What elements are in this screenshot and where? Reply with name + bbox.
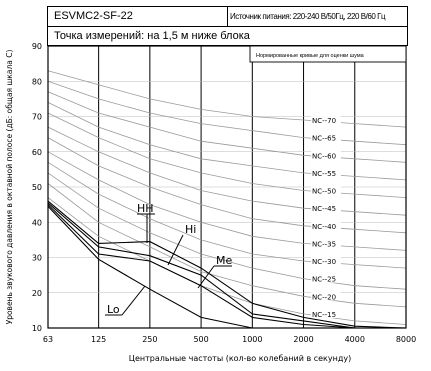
nc-label-bg	[311, 257, 341, 266]
nc-label: NC--65	[312, 135, 336, 143]
nc-labels: NC--70 NC--65 NC--60 NC--55 NC--50 NC--45 NC--…	[311, 116, 341, 319]
nc-label-bg	[311, 133, 341, 142]
nc-curve	[47, 112, 407, 198]
nc-label: NC--35	[312, 240, 336, 248]
nc-curve	[47, 126, 407, 216]
x-axis-label: Центральные частоты (кол-во колебаний в …	[129, 354, 351, 363]
measurement-point-box: Точка измерений: на 1,5 м ниже блока	[47, 26, 408, 46]
nc-label-bg	[311, 204, 341, 213]
nc-curve	[47, 161, 407, 269]
model-label: ESVMC2-SF-22	[54, 10, 133, 22]
nc-label: NC--55	[312, 170, 336, 178]
nc-curve	[47, 70, 407, 128]
nc-label: NC--50	[312, 188, 336, 196]
nc-label-bg	[311, 151, 341, 160]
nc-label-bg	[311, 221, 341, 230]
series-label-me: Me	[216, 254, 232, 267]
y-tick-label: 80	[32, 77, 42, 86]
y-tick-label: 90	[32, 42, 42, 51]
series-label-lo: Lo	[107, 303, 120, 316]
measurement-point-label: Точка измерений: на 1,5 м ниже блока	[54, 30, 250, 42]
nc-label: NC--25	[312, 276, 336, 284]
y-tick-label: 20	[32, 289, 42, 298]
y-tick-label: 30	[32, 254, 42, 263]
x-tick-label: 500	[193, 335, 208, 344]
tick-labels: 63 125 250 500 1000 2000 4000 8000 10 20 30 40 50 60 7…	[32, 42, 416, 344]
y-tick-label: 40	[32, 218, 42, 227]
nc-curve	[47, 183, 407, 308]
nc-label: NC--70	[312, 117, 336, 125]
series-label-hi: Hi	[185, 223, 196, 236]
series-line-hi	[47, 202, 406, 329]
x-tick-label: 250	[142, 335, 157, 344]
nc-label-bg	[311, 239, 341, 248]
nc-label: NC--45	[312, 205, 336, 213]
y-tick-label: 70	[32, 113, 42, 122]
series-line-lo	[47, 206, 406, 329]
leader-lo	[121, 285, 146, 316]
x-tick-label: 8000	[396, 335, 416, 344]
nc-label: NC--40	[312, 223, 336, 231]
nc-title: Нормированные кривые для оценки шума	[256, 53, 365, 59]
nc-label-bg	[311, 292, 341, 301]
nc-label: NC--20	[312, 293, 336, 301]
y-tick-label: 60	[32, 148, 42, 157]
series-labels: HH Hi Me Lo	[105, 202, 232, 316]
grid	[48, 45, 406, 329]
plot-frame	[47, 45, 407, 329]
y-tick-label: 10	[32, 324, 42, 333]
leader-hi	[167, 234, 184, 266]
x-tick-label: 1000	[242, 335, 262, 344]
nc-title-box	[249, 45, 407, 63]
nc-curve	[47, 151, 407, 251]
nc-label: NC--15	[312, 311, 336, 319]
x-tick-label: 125	[91, 335, 106, 344]
y-tick-label: 50	[32, 183, 42, 192]
nc-label-bg	[311, 168, 341, 177]
nc-curves	[47, 70, 407, 325]
series-label-hh: HH	[137, 202, 154, 215]
nc-label-bg	[311, 116, 341, 125]
series-line-hh	[47, 200, 407, 329]
leader-me	[197, 265, 215, 289]
nc-label-bg	[311, 186, 341, 195]
nc-label: NC--30	[312, 258, 336, 266]
nc-label: NC--60	[312, 152, 336, 160]
nc-curve	[47, 80, 407, 146]
nc-curve	[47, 91, 407, 163]
nc-curve	[47, 137, 407, 234]
nc-label-bg	[311, 274, 341, 283]
x-tick-label: 2000	[293, 335, 313, 344]
x-tick-label: 4000	[345, 335, 365, 344]
nc-curve	[47, 102, 407, 181]
x-tick-label: 63	[43, 335, 53, 344]
nc-curve	[47, 172, 407, 290]
power-supply-label: Источник питания: 220-240 В/50Гц, 220 В/…	[230, 12, 386, 21]
nc-label-bg	[311, 309, 341, 318]
y-axis-label: Уровень звукового давления в октавной по…	[5, 50, 14, 325]
